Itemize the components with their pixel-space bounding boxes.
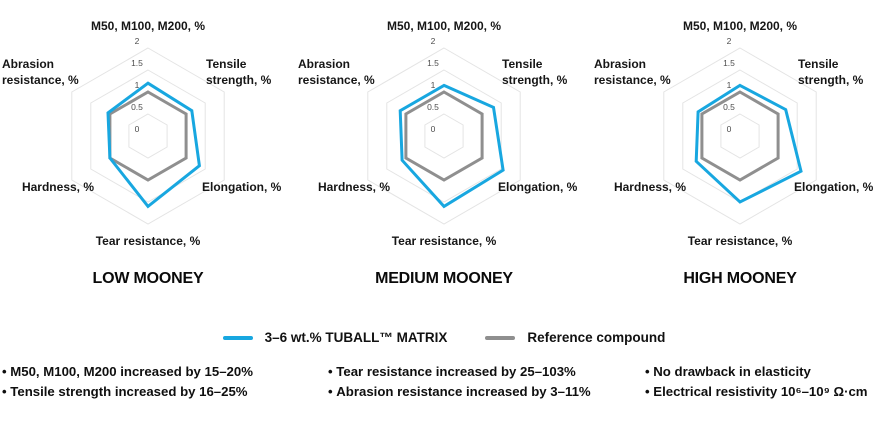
series-tuball-matrix (694, 83, 803, 204)
radar-chart: 0 0.5 1 1.5 2 M50, M100, M200, % Tensile streng… (594, 19, 874, 248)
series-tuball-matrix (106, 81, 202, 209)
axis-label: Elongation, % (202, 180, 282, 194)
axis-label: Abrasion (2, 57, 54, 71)
legend-line-swatch (485, 335, 516, 340)
series-reference-compound (108, 90, 188, 182)
radial-tick-label: 0.5 (131, 102, 143, 112)
axis-label: Elongation, % (794, 180, 874, 194)
axis-label: M50, M100, M200, % (387, 19, 501, 33)
axis-label: Tear resistance, % (688, 234, 793, 248)
radial-tick-label: 2 (431, 36, 436, 46)
series-tuball-matrix (398, 83, 505, 209)
axis-label: resistance, % (298, 73, 375, 87)
legend-line-swatch (222, 335, 253, 340)
axis-label: Tensile (206, 57, 247, 71)
axis-label: Hardness, % (318, 180, 390, 194)
legend-item: Reference compound (485, 330, 665, 345)
chart-title: LOW MOONEY (92, 270, 204, 287)
bullet-column: M50, M100, M200 increased by 15–20%Tensi… (2, 362, 253, 401)
radar-chart-panel: 0 0.5 1 1.5 2 M50, M100, M200, % Tensile streng… (0, 0, 296, 288)
axis-label: Elongation, % (498, 180, 578, 194)
axis-label: M50, M100, M200, % (91, 19, 205, 33)
axis-label: Tensile (798, 57, 839, 71)
radar-chart-panel: 0 0.5 1 1.5 2 M50, M100, M200, % Tensile streng… (592, 0, 888, 288)
axis-label: strength, % (206, 73, 272, 87)
radial-tick-label: 1.5 (427, 58, 439, 68)
grid-ring (128, 113, 168, 159)
bullet-item: Electrical resistivity 10⁶–10⁹ Ω·cm (645, 382, 867, 402)
bullet-item: Abrasion resistance increased by 3–11% (328, 382, 590, 402)
radial-tick-label: 1.5 (723, 58, 735, 68)
series-reference-compound (700, 90, 780, 182)
series-reference-compound (404, 90, 484, 182)
grid-ring (71, 47, 225, 225)
radial-tick-label: 2 (135, 36, 140, 46)
radial-tick-label: 1 (727, 80, 732, 90)
chart-title: HIGH MOONEY (683, 270, 797, 287)
radial-tick-label: 0.5 (427, 102, 439, 112)
axis-label: Abrasion (298, 57, 350, 71)
axis-label: strength, % (502, 73, 568, 87)
bullet-column: No drawback in elasticityElectrical resi… (645, 362, 868, 402)
axis-label: resistance, % (2, 73, 79, 87)
radial-tick-label: 0 (727, 124, 732, 134)
grid-ring (424, 113, 464, 159)
chart-title: MEDIUM MOONEY (375, 270, 513, 287)
bullet-item: Tear resistance increased by 25–103% (328, 362, 591, 382)
axis-label: Tear resistance, % (392, 234, 497, 248)
grid-ring (701, 91, 779, 181)
axis-label: Hardness, % (614, 180, 686, 194)
axis-label: M50, M100, M200, % (683, 19, 797, 33)
radar-chart: 0 0.5 1 1.5 2 M50, M100, M200, % Tensile streng… (298, 19, 578, 248)
grid-ring (109, 91, 187, 181)
legend-label: 3–6 wt.% TUBALL™ MATRIX (264, 330, 448, 345)
radar-chart-panel: 0 0.5 1 1.5 2 M50, M100, M200, % Tensile streng… (296, 0, 592, 288)
bullet-item: M50, M100, M200 increased by 15–20% (2, 362, 253, 382)
axis-label: resistance, % (594, 73, 671, 87)
grid-ring (367, 47, 521, 225)
legend-item: 3–6 wt.% TUBALL™ MATRIX (222, 330, 448, 345)
radar-charts-row: 0 0.5 1 1.5 2 M50, M100, M200, % Tensile streng… (0, 0, 888, 288)
grid-ring (405, 91, 483, 181)
grid-ring (90, 69, 206, 203)
axis-label: Abrasion (594, 57, 646, 71)
radial-tick-label: 1 (135, 80, 140, 90)
grid-ring (386, 69, 502, 203)
radial-tick-label: 1.5 (131, 58, 143, 68)
radial-tick-label: 1 (431, 80, 436, 90)
grid-ring (663, 47, 817, 225)
radial-tick-label: 0.5 (723, 102, 735, 112)
grid-ring (720, 113, 760, 159)
axis-label: Tensile (502, 57, 543, 71)
radial-tick-label: 0 (135, 124, 140, 134)
bullet-item: No drawback in elasticity (645, 362, 868, 382)
bullet-column: Tear resistance increased by 25–103%Abra… (328, 362, 591, 402)
axis-label: strength, % (798, 73, 864, 87)
axis-label: Tear resistance, % (96, 234, 201, 248)
axis-label: Hardness, % (22, 180, 94, 194)
key-results-bullets: M50, M100, M200 increased by 15–20%Tensi… (0, 362, 888, 417)
chart-legend: 3–6 wt.% TUBALL™ MATRIX Reference compoun… (0, 330, 888, 345)
radial-tick-label: 0 (431, 124, 436, 134)
legend-label: Reference compound (527, 330, 666, 345)
radial-tick-label: 2 (727, 36, 732, 46)
radar-chart: 0 0.5 1 1.5 2 M50, M100, M200, % Tensile streng… (2, 19, 282, 248)
bullet-item: Tensile strength increased by 16–25% (2, 382, 253, 402)
